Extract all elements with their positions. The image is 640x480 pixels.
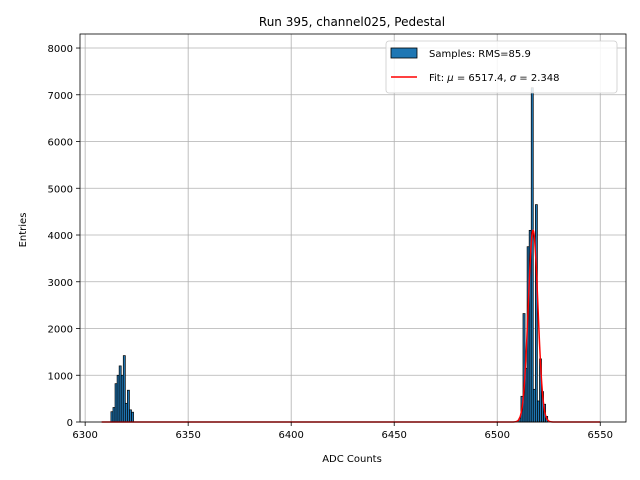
y-tick-label: 4000	[48, 231, 73, 242]
y-tick-label: 7000	[48, 91, 73, 102]
x-tick-label: 6400	[278, 430, 303, 441]
histogram-bar	[534, 204, 538, 423]
y-axis-label: Entries	[18, 213, 29, 248]
plot-frame	[79, 33, 627, 423]
x-tick-label: 6450	[381, 430, 406, 441]
y-tick-label: 5000	[48, 184, 73, 195]
y-tick-label: 2000	[48, 325, 73, 336]
x-axis-ticks: 6300 6350 6400 6450 6500 6550	[72, 422, 613, 441]
y-axis-ticks: 0 1000 2000 3000 4000 5000 6000 7000 8000	[48, 44, 80, 429]
y-tick-label: 6000	[48, 138, 73, 149]
legend: Samples: RMS=85.9 Fit: μ = 6517.4, σ = 2…	[385, 40, 618, 94]
x-tick-label: 6500	[484, 430, 509, 441]
histogram-bar	[530, 87, 534, 423]
chart-title: Run 395, channel025, Pedestal	[259, 15, 445, 29]
y-tick-label: 1000	[48, 371, 73, 382]
x-tick-label: 6350	[175, 430, 200, 441]
x-tick-label: 6300	[72, 430, 97, 441]
legend-box	[385, 40, 618, 94]
x-tick-label: 6550	[588, 430, 613, 441]
legend-samples-label: Samples: RMS=85.9	[429, 49, 531, 60]
histogram-bar	[131, 411, 134, 423]
legend-fit-label: Fit: μ = 6517.4, σ = 2.348	[429, 73, 559, 84]
y-tick-label: 8000	[48, 44, 73, 55]
legend-samples-patch	[390, 47, 418, 59]
x-axis-label: ADC Counts	[322, 454, 382, 465]
y-tick-label: 3000	[48, 278, 73, 289]
y-tick-label: 0	[67, 418, 73, 429]
